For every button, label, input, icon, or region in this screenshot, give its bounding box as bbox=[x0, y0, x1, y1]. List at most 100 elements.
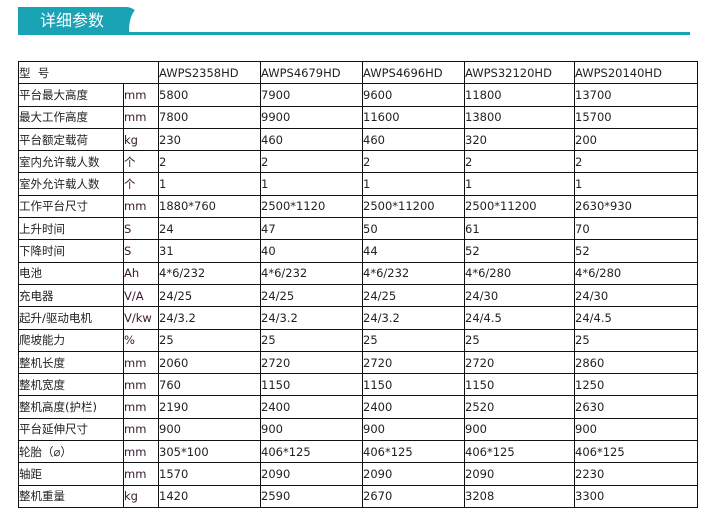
param-value: 24/4.5 bbox=[464, 306, 575, 330]
param-unit: mm bbox=[123, 350, 159, 375]
param-value: 24/30 bbox=[464, 283, 575, 308]
param-value: 13700 bbox=[574, 83, 698, 107]
param-unit: mm bbox=[123, 194, 159, 219]
param-value: 44 bbox=[362, 239, 465, 263]
param-value: 4*6/232 bbox=[260, 261, 363, 285]
param-value: 13800 bbox=[464, 105, 575, 129]
param-value: 2720 bbox=[362, 350, 465, 375]
param-value: 2090 bbox=[260, 462, 363, 486]
param-name: 整机重量 bbox=[18, 484, 124, 508]
param-value: 1150 bbox=[260, 373, 363, 397]
param-unit: Ah bbox=[123, 261, 159, 285]
param-value: 900 bbox=[362, 417, 465, 442]
param-value: 230 bbox=[158, 127, 261, 152]
param-value: 320 bbox=[464, 127, 575, 152]
param-value: 52 bbox=[464, 239, 575, 263]
param-name: 平台最大高度 bbox=[18, 83, 124, 107]
param-value: 24/25 bbox=[362, 283, 465, 308]
param-name: 充电器 bbox=[18, 283, 124, 308]
param-value: 2060 bbox=[158, 350, 261, 375]
param-value: 2190 bbox=[158, 395, 261, 419]
param-value: 1 bbox=[464, 172, 575, 196]
param-value: 52 bbox=[574, 239, 698, 263]
param-value: 1 bbox=[158, 172, 261, 196]
param-value: 61 bbox=[464, 217, 575, 241]
param-unit: % bbox=[123, 328, 159, 352]
param-value: 24/3.2 bbox=[260, 306, 363, 330]
param-unit: mm bbox=[123, 83, 159, 107]
param-unit: mm bbox=[123, 462, 159, 486]
param-value: 25 bbox=[362, 328, 465, 352]
table-row: 工作平台尺寸 mm 1880*760 2500*1120 2500*11200 2500*… bbox=[18, 194, 698, 219]
param-value: 406*125 bbox=[464, 440, 575, 464]
model-name: AWPS4696HD bbox=[362, 60, 465, 85]
param-value: 2590 bbox=[260, 484, 363, 508]
param-value: 2500*11200 bbox=[362, 194, 465, 219]
param-value: 15700 bbox=[574, 105, 698, 129]
param-value: 2230 bbox=[574, 462, 698, 486]
param-value: 2500*11200 bbox=[464, 194, 575, 219]
table-row: 轮胎（⌀） mm 305*100 406*125 406*125 406*125 406*1… bbox=[18, 440, 698, 464]
param-value: 24/4.5 bbox=[574, 306, 698, 330]
param-name: 平台额定载荷 bbox=[18, 127, 124, 152]
param-value: 2 bbox=[574, 150, 698, 174]
param-value: 900 bbox=[574, 417, 698, 442]
param-value: 760 bbox=[158, 373, 261, 397]
param-value: 2 bbox=[158, 150, 261, 174]
param-value: 2630*930 bbox=[574, 194, 698, 219]
param-unit: mm bbox=[123, 373, 159, 397]
param-value: 2400 bbox=[260, 395, 363, 419]
param-name: 轴距 bbox=[18, 462, 124, 486]
table-row: 充电器 V/A 24/25 24/25 24/25 24/30 24/30 bbox=[18, 283, 698, 308]
param-value: 406*125 bbox=[574, 440, 698, 464]
table-row: 室外允许载人数个 1 1 1 1 1 bbox=[18, 172, 698, 196]
model-name: AWPS32120HD bbox=[464, 60, 575, 85]
param-name: 爬坡能力 bbox=[18, 328, 124, 352]
param-name: 整机高度(护栏) bbox=[18, 395, 124, 419]
param-unit: V/kw bbox=[123, 306, 159, 330]
param-value: 460 bbox=[260, 127, 363, 152]
param-value: 47 bbox=[260, 217, 363, 241]
param-unit: kg bbox=[123, 127, 159, 152]
param-unit: 个 bbox=[123, 150, 159, 174]
table-row: 平台延伸尺寸 mm 900 900 900 900 900 bbox=[18, 417, 698, 442]
param-value: 24/3.2 bbox=[362, 306, 465, 330]
param-value: 1 bbox=[260, 172, 363, 196]
param-value: 4*6/280 bbox=[574, 261, 698, 285]
param-value: 1250 bbox=[574, 373, 698, 397]
param-value: 406*125 bbox=[260, 440, 363, 464]
param-value: 2 bbox=[260, 150, 363, 174]
model-name: AWPS4679HD bbox=[260, 60, 363, 85]
param-value: 1 bbox=[362, 172, 465, 196]
param-value: 2720 bbox=[464, 350, 575, 375]
param-value: 25 bbox=[574, 328, 698, 352]
param-value: 2090 bbox=[362, 462, 465, 486]
param-value: 900 bbox=[464, 417, 575, 442]
param-name: 起升/驱动电机 bbox=[18, 306, 124, 330]
table-row: 电池 Ah 4*6/232 4*6/232 4*6/232 4*6/280 4*6/280 bbox=[18, 261, 698, 285]
param-name: 室外允许载人数 bbox=[18, 172, 124, 196]
title-underline bbox=[18, 32, 690, 35]
param-unit: S bbox=[123, 239, 159, 263]
header-row: 型 号 AWPS2358HD AWPS4679HD AWPS4696HD AWPS321… bbox=[18, 60, 698, 85]
param-unit: mm bbox=[123, 440, 159, 464]
param-unit: S bbox=[123, 217, 159, 241]
param-unit: 个 bbox=[123, 172, 159, 196]
param-unit: mm bbox=[123, 105, 159, 129]
param-value: 1880*760 bbox=[158, 194, 261, 219]
param-value: 4*6/232 bbox=[362, 261, 465, 285]
table-row: 下降时间 S 31 40 44 52 52 bbox=[18, 239, 698, 263]
param-name: 整机宽度 bbox=[18, 373, 124, 397]
table-row: 上升时间 S 24 47 50 61 70 bbox=[18, 217, 698, 241]
param-unit: V/A bbox=[123, 283, 159, 308]
param-value: 4*6/280 bbox=[464, 261, 575, 285]
param-name: 下降时间 bbox=[18, 239, 124, 263]
param-value: 25 bbox=[260, 328, 363, 352]
param-value: 2720 bbox=[260, 350, 363, 375]
param-value: 24 bbox=[158, 217, 261, 241]
model-name: AWPS20140HD bbox=[574, 60, 698, 85]
param-value: 40 bbox=[260, 239, 363, 263]
param-value: 7900 bbox=[260, 83, 363, 107]
param-value: 2 bbox=[464, 150, 575, 174]
param-value: 3208 bbox=[464, 484, 575, 508]
